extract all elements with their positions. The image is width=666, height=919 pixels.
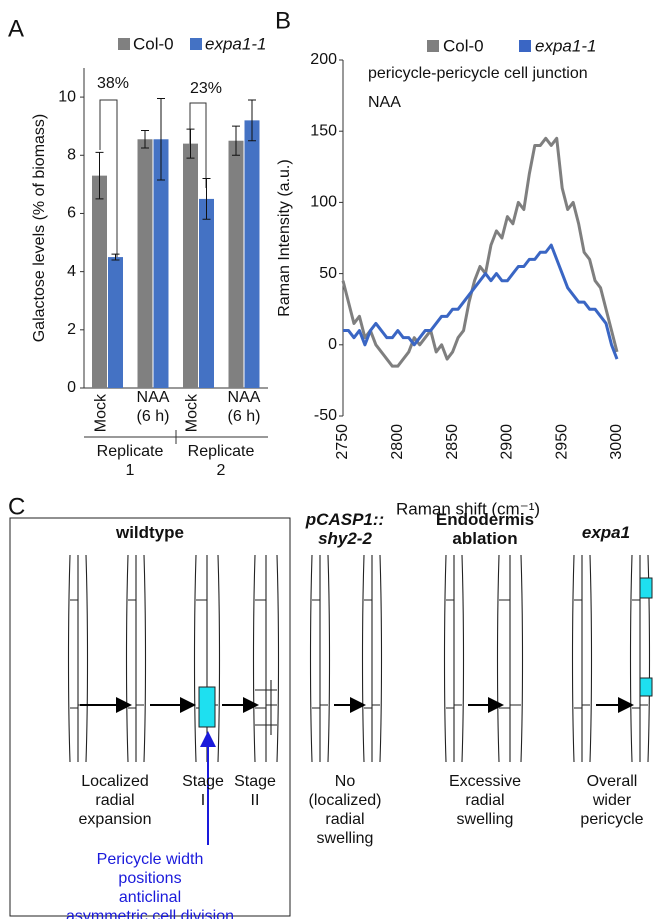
- heading: wildtype: [115, 523, 184, 542]
- cell: [309, 554, 331, 763]
- y-tick-label: 200: [310, 51, 337, 68]
- error-bar: [111, 253, 120, 261]
- x-tick-label: NAA (6 h): [227, 389, 261, 425]
- cell: [67, 554, 89, 763]
- caption: Excessive radial swelling: [448, 773, 522, 828]
- bar: [228, 140, 244, 388]
- line: [343, 243, 619, 360]
- group-label: Replicate 2: [187, 443, 255, 479]
- bar: [153, 139, 169, 388]
- caption: Overall wider pericycle: [580, 773, 644, 828]
- bracket: [99, 99, 118, 258]
- bar: [183, 143, 198, 388]
- x-tick-label: 2900: [499, 424, 516, 460]
- heading: expa1: [581, 523, 631, 542]
- group-label: Replicate 1: [96, 443, 164, 479]
- panel-label: B: [275, 7, 291, 34]
- legend-label: expa1-1: [205, 34, 266, 53]
- line: [341, 136, 619, 368]
- error-bar: [248, 99, 256, 142]
- y-tick-label: 0: [328, 336, 337, 353]
- legend-label: expa1-1: [535, 36, 596, 55]
- panel-label: A: [8, 15, 24, 42]
- x-tick-label: 2950: [553, 424, 570, 460]
- caption: Localized radial expansion: [78, 773, 152, 828]
- y-tick-label: 8: [67, 146, 76, 163]
- y-tick-label: 6: [67, 205, 76, 222]
- cell: [252, 554, 280, 763]
- y-tick-label: 4: [67, 263, 76, 280]
- y-axis-label: Raman Intensity (a.u.): [276, 159, 293, 316]
- cell: [571, 554, 593, 763]
- annotation: pericycle-pericycle cell junction: [368, 65, 588, 82]
- legend-label: Col-0: [443, 36, 484, 55]
- x-tick-label: 3000: [608, 424, 625, 460]
- cell: [255, 680, 277, 735]
- y-tick-label: 0: [67, 379, 76, 396]
- y-tick-label: 150: [310, 122, 337, 139]
- annotation: 23%: [190, 80, 222, 97]
- cell-diagrams: [67, 554, 653, 763]
- x-tick-label: 2800: [389, 424, 406, 460]
- y-tick-label: -50: [314, 407, 337, 424]
- bar: [108, 257, 123, 388]
- error-bar: [95, 151, 104, 200]
- x-axis-label: Raman shift (cm⁻¹): [396, 499, 540, 518]
- y-tick-label: 50: [319, 265, 337, 282]
- cell: [629, 554, 651, 763]
- legend-label: Col-0: [133, 34, 174, 53]
- x-tick-label: Mock: [93, 393, 110, 432]
- cell: [496, 554, 524, 763]
- cell: [443, 554, 465, 763]
- error-bar: [186, 128, 195, 159]
- bar: [92, 175, 107, 388]
- heading: pCASP1:: shy2-2: [305, 510, 385, 548]
- annotation: 38%: [97, 75, 129, 92]
- panel-label: C: [8, 493, 25, 520]
- pericycle-highlight: [639, 577, 653, 599]
- legend-swatch: [427, 40, 439, 52]
- wildtype-box: [9, 517, 291, 917]
- legend-swatch: [519, 40, 531, 52]
- cell: [125, 554, 147, 763]
- legend-swatch: [190, 38, 202, 50]
- bar: [244, 120, 260, 388]
- cell: [361, 554, 383, 763]
- error-bar: [202, 178, 211, 220]
- pericycle-highlight: [198, 686, 216, 728]
- caption: Stage I: [182, 773, 224, 809]
- bar: [199, 198, 214, 388]
- error-bar: [232, 125, 240, 156]
- y-tick-label: 2: [67, 321, 76, 338]
- pericycle-highlight: [639, 677, 653, 697]
- x-tick-label: 2750: [334, 424, 351, 460]
- x-tick-label: Mock: [184, 393, 201, 432]
- legend-swatch: [118, 38, 130, 50]
- cell: [193, 554, 221, 763]
- heading: Endodermis ablation: [435, 510, 535, 548]
- note: Pericycle width positions anticlinal asy…: [65, 851, 235, 919]
- caption: Stage II: [234, 773, 276, 809]
- y-axis-label: Galactose levels (% of biomass): [31, 114, 48, 343]
- error-bar: [141, 130, 149, 149]
- error-bar: [157, 98, 165, 181]
- caption: No (localized) radial swelling: [308, 773, 382, 847]
- bar: [137, 139, 153, 388]
- y-tick-label: 10: [58, 88, 76, 105]
- annotation: NAA: [368, 94, 401, 111]
- y-tick-label: 100: [310, 194, 337, 211]
- x-tick-label: NAA (6 h): [136, 389, 170, 425]
- x-tick-label: 2850: [444, 424, 461, 460]
